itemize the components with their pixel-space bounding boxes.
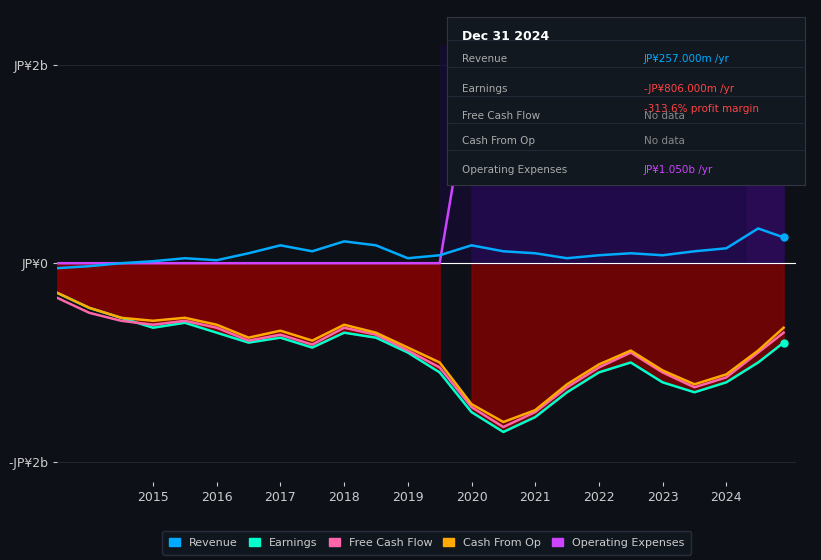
Text: -JP¥806.000m /yr: -JP¥806.000m /yr bbox=[644, 84, 734, 94]
Text: No data: No data bbox=[644, 111, 685, 121]
Bar bbox=[440, 45, 745, 263]
Text: JP¥1.050b /yr: JP¥1.050b /yr bbox=[644, 165, 713, 175]
Text: -313.6% profit margin: -313.6% profit margin bbox=[644, 104, 759, 114]
Text: No data: No data bbox=[644, 136, 685, 146]
Text: Operating Expenses: Operating Expenses bbox=[461, 165, 567, 175]
Text: Revenue: Revenue bbox=[461, 54, 507, 64]
Text: Dec 31 2024: Dec 31 2024 bbox=[461, 30, 549, 43]
Legend: Revenue, Earnings, Free Cash Flow, Cash From Op, Operating Expenses: Revenue, Earnings, Free Cash Flow, Cash … bbox=[163, 531, 691, 554]
Text: Free Cash Flow: Free Cash Flow bbox=[461, 111, 540, 121]
Text: Earnings: Earnings bbox=[461, 84, 507, 94]
Text: Cash From Op: Cash From Op bbox=[461, 136, 534, 146]
Text: JP¥257.000m /yr: JP¥257.000m /yr bbox=[644, 54, 730, 64]
